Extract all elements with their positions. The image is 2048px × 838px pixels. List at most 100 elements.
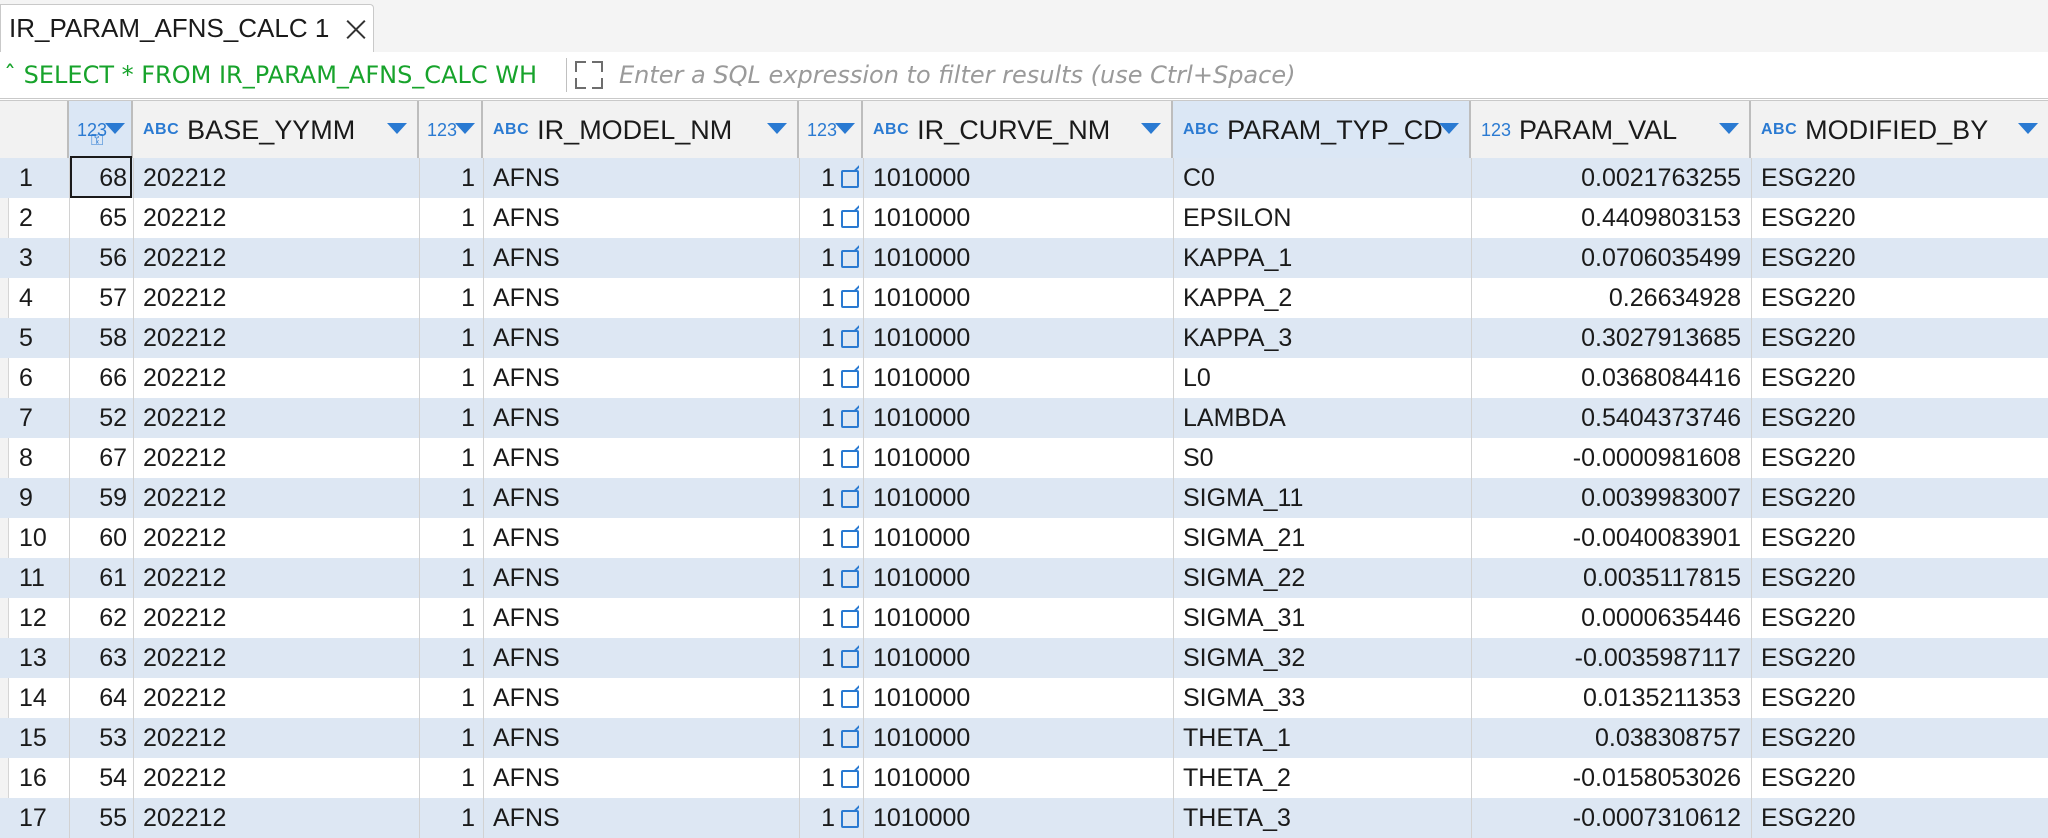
param-val-cell[interactable]: -0.0035987117 (1574, 644, 1741, 672)
modified-by-cell[interactable]: ESG220 (1761, 324, 1856, 352)
param-val-cell[interactable]: -0.0040083901 (1572, 524, 1741, 552)
table-row[interactable]: 13 63 202212 1 AFNS 1 1010000 SIGMA_32 -0.003598… (0, 638, 2048, 678)
param-typ-cd-cell[interactable]: SIGMA_33 (1183, 684, 1306, 712)
row-number-cell[interactable]: 16 (19, 764, 47, 792)
row-number-cell[interactable]: 9 (19, 484, 33, 512)
ir-curve-nm-cell[interactable]: 1010000 (873, 284, 971, 312)
base-yymm-cell[interactable]: 202212 (143, 604, 227, 632)
column-header-id[interactable]: 123 ⚿ (69, 101, 133, 159)
ir-curve-nm-cell[interactable]: 1010000 (873, 244, 971, 272)
param-typ-cd-cell[interactable]: SIGMA_22 (1183, 564, 1306, 592)
table-row[interactable]: 17 55 202212 1 AFNS 1 1010000 THETA_3 -0.0007310… (0, 798, 2048, 838)
id-cell[interactable]: 63 (99, 644, 127, 672)
col5-cell[interactable]: 1 (799, 358, 859, 398)
table-row[interactable]: 11 61 202212 1 AFNS 1 1010000 SIGMA_22 0.0035117… (0, 558, 2048, 598)
table-row[interactable]: 14 64 202212 1 AFNS 1 1010000 SIGMA_33 0.0135211… (0, 678, 2048, 718)
col5-cell[interactable]: 1 (799, 438, 859, 478)
table-row[interactable]: 15 53 202212 1 AFNS 1 1010000 THETA_1 0.03830875… (0, 718, 2048, 758)
param-val-cell[interactable]: 0.0368084416 (1581, 364, 1741, 392)
param-val-cell[interactable]: 0.5404373746 (1581, 404, 1741, 432)
ir-model-nm-cell[interactable]: AFNS (493, 564, 560, 592)
column-header-col3[interactable]: 123 (419, 101, 483, 159)
open-reference-icon[interactable] (841, 210, 859, 228)
table-row[interactable]: 1 68 202212 1 AFNS 1 1010000 C0 0.0021763255 ESG2… (0, 158, 2048, 198)
col3-cell[interactable]: 1 (461, 204, 475, 232)
base-yymm-cell[interactable]: 202212 (143, 724, 227, 752)
chevron-down-icon[interactable] (455, 123, 475, 134)
ir-model-nm-cell[interactable]: AFNS (493, 284, 560, 312)
open-reference-icon[interactable] (841, 410, 859, 428)
close-icon[interactable] (345, 18, 367, 40)
ir-model-nm-cell[interactable]: AFNS (493, 644, 560, 672)
ir-curve-nm-cell[interactable]: 1010000 (873, 724, 971, 752)
param-val-cell[interactable]: 0.0039983007 (1581, 484, 1741, 512)
col5-cell[interactable]: 1 (799, 198, 859, 238)
open-reference-icon[interactable] (841, 170, 859, 188)
param-val-cell[interactable]: -0.0158053026 (1572, 764, 1741, 792)
col5-cell[interactable]: 1 (799, 598, 859, 638)
param-typ-cd-cell[interactable]: KAPPA_3 (1183, 324, 1293, 352)
param-typ-cd-cell[interactable]: SIGMA_31 (1183, 604, 1306, 632)
chevron-down-icon[interactable] (2018, 123, 2038, 134)
chevron-down-icon[interactable] (1719, 123, 1739, 134)
col5-cell[interactable]: 1 (799, 238, 859, 278)
param-typ-cd-cell[interactable]: THETA_3 (1183, 804, 1291, 832)
id-cell[interactable]: 54 (99, 764, 127, 792)
ir-model-nm-cell[interactable]: AFNS (493, 684, 560, 712)
id-cell[interactable]: 66 (99, 364, 127, 392)
param-val-cell[interactable]: 0.038308757 (1595, 724, 1741, 752)
param-val-cell[interactable]: -0.0000981608 (1572, 444, 1741, 472)
col5-cell[interactable]: 1 (799, 518, 859, 558)
col5-cell[interactable]: 1 (799, 718, 859, 758)
row-number-cell[interactable]: 5 (19, 324, 33, 352)
ir-model-nm-cell[interactable]: AFNS (493, 204, 560, 232)
table-row[interactable]: 2 65 202212 1 AFNS 1 1010000 EPSILON 0.440980315… (0, 198, 2048, 238)
chevron-down-icon[interactable] (835, 123, 855, 134)
ir-curve-nm-cell[interactable]: 1010000 (873, 324, 971, 352)
chevron-down-icon[interactable] (1439, 123, 1459, 134)
col3-cell[interactable]: 1 (461, 764, 475, 792)
param-val-cell[interactable]: 0.26634928 (1608, 284, 1741, 312)
base-yymm-cell[interactable]: 202212 (143, 644, 227, 672)
column-header-ir-model-nm[interactable]: ABC IR_MODEL_NM (483, 101, 799, 159)
col5-cell[interactable]: 1 (799, 678, 859, 718)
modified-by-cell[interactable]: ESG220 (1761, 364, 1856, 392)
table-row[interactable]: 16 54 202212 1 AFNS 1 1010000 THETA_2 -0.0158053… (0, 758, 2048, 798)
col3-cell[interactable]: 1 (461, 284, 475, 312)
ir-model-nm-cell[interactable]: AFNS (493, 804, 560, 832)
open-reference-icon[interactable] (841, 450, 859, 468)
param-typ-cd-cell[interactable]: THETA_1 (1183, 724, 1291, 752)
param-typ-cd-cell[interactable]: S0 (1183, 444, 1214, 472)
id-cell[interactable]: 55 (99, 804, 127, 832)
results-tab[interactable]: IR_PARAM_AFNS_CALC 1 (0, 4, 374, 52)
param-typ-cd-cell[interactable]: SIGMA_32 (1183, 644, 1306, 672)
base-yymm-cell[interactable]: 202212 (143, 204, 227, 232)
id-cell[interactable]: 64 (99, 684, 127, 712)
id-cell[interactable]: 62 (99, 604, 127, 632)
modified-by-cell[interactable]: ESG220 (1761, 284, 1856, 312)
row-number-cell[interactable]: 15 (19, 724, 47, 752)
row-number-cell[interactable]: 13 (19, 644, 47, 672)
row-number-cell[interactable]: 6 (19, 364, 33, 392)
col3-cell[interactable]: 1 (461, 684, 475, 712)
ir-model-nm-cell[interactable]: AFNS (493, 364, 560, 392)
chevron-down-icon[interactable] (387, 123, 407, 134)
table-row[interactable]: 7 52 202212 1 AFNS 1 1010000 LAMBDA 0.5404373746… (0, 398, 2048, 438)
ir-model-nm-cell[interactable]: AFNS (493, 524, 560, 552)
row-number-cell[interactable]: 4 (19, 284, 33, 312)
ir-model-nm-cell[interactable]: AFNS (493, 324, 560, 352)
column-header-param-typ-cd[interactable]: ABC PARAM_TYP_CD (1173, 101, 1471, 159)
col3-cell[interactable]: 1 (461, 244, 475, 272)
ir-curve-nm-cell[interactable]: 1010000 (873, 604, 971, 632)
id-cell[interactable]: 52 (99, 404, 127, 432)
col5-cell[interactable]: 1 (799, 158, 859, 198)
open-reference-icon[interactable] (841, 690, 859, 708)
base-yymm-cell[interactable]: 202212 (143, 484, 227, 512)
ir-curve-nm-cell[interactable]: 1010000 (873, 364, 971, 392)
param-typ-cd-cell[interactable]: SIGMA_11 (1183, 484, 1304, 512)
base-yymm-cell[interactable]: 202212 (143, 524, 227, 552)
col3-cell[interactable]: 1 (461, 564, 475, 592)
ir-curve-nm-cell[interactable]: 1010000 (873, 804, 971, 832)
param-typ-cd-cell[interactable]: KAPPA_1 (1183, 244, 1293, 272)
modified-by-cell[interactable]: ESG220 (1761, 644, 1856, 672)
